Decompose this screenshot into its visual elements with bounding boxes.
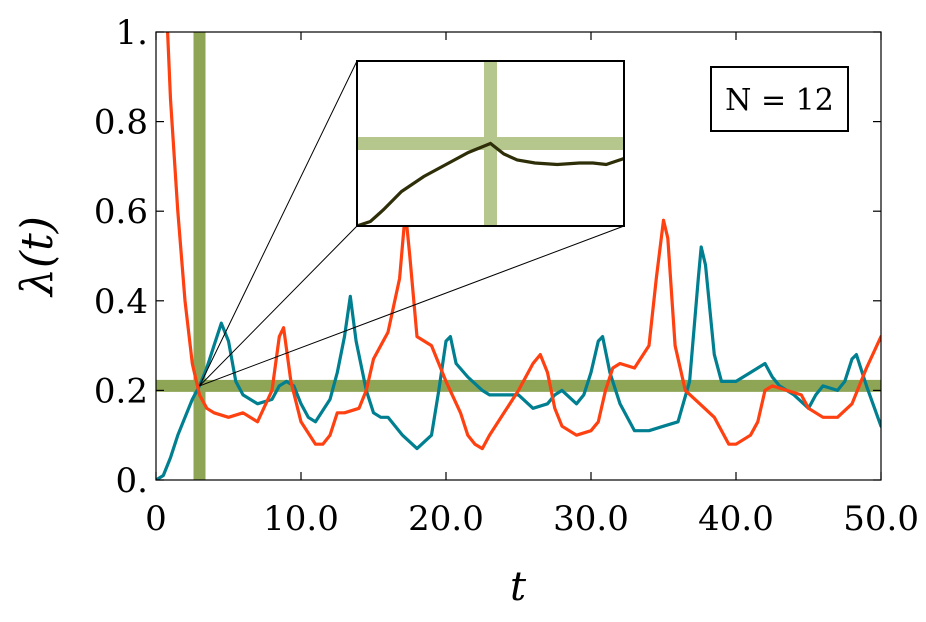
y-tick-label: 0.2 (94, 371, 148, 411)
y-axis-label: λ(t) (12, 216, 63, 298)
zoom-connector-line (199, 60, 358, 387)
inset-frame (356, 60, 625, 227)
zoom-connector-line (199, 225, 358, 387)
x-tick-label: 30.0 (553, 499, 629, 539)
y-tick-label: 0. (116, 461, 148, 501)
series-layer (156, 32, 881, 480)
y-tick-label: 0.8 (94, 103, 148, 143)
x-tick-label: 20.0 (408, 499, 484, 539)
series-line-2 (166, 32, 881, 451)
inset-plot (356, 60, 625, 227)
x-tick-label: 0 (145, 499, 167, 539)
plot-frame (155, 31, 882, 481)
n-label-box: N = 12 (710, 66, 849, 132)
axis-ticks: 0 10.0 20.0 30.0 40.0 50.0 0. 0.2 0.4 0.6 0.8 1. (94, 13, 919, 539)
x-tick-label: 50.0 (843, 499, 919, 539)
x-tick-label: 10.0 (263, 499, 339, 539)
crosshair (156, 32, 881, 480)
x-tick-label: 40.0 (698, 499, 774, 539)
n-label-text: N = 12 (725, 83, 834, 118)
inset-series-line (357, 141, 624, 226)
zoom-connector-line (199, 225, 625, 387)
n-label-frame (710, 66, 849, 132)
y-tick-label: 0.6 (94, 192, 148, 232)
x-axis-label: t (510, 564, 527, 610)
plot-area (156, 32, 881, 480)
y-tick-label: 1. (116, 13, 148, 53)
series-line-1 (156, 245, 881, 480)
y-tick-label: 0.4 (94, 282, 148, 322)
inset-zoom-connectors (199, 60, 625, 387)
